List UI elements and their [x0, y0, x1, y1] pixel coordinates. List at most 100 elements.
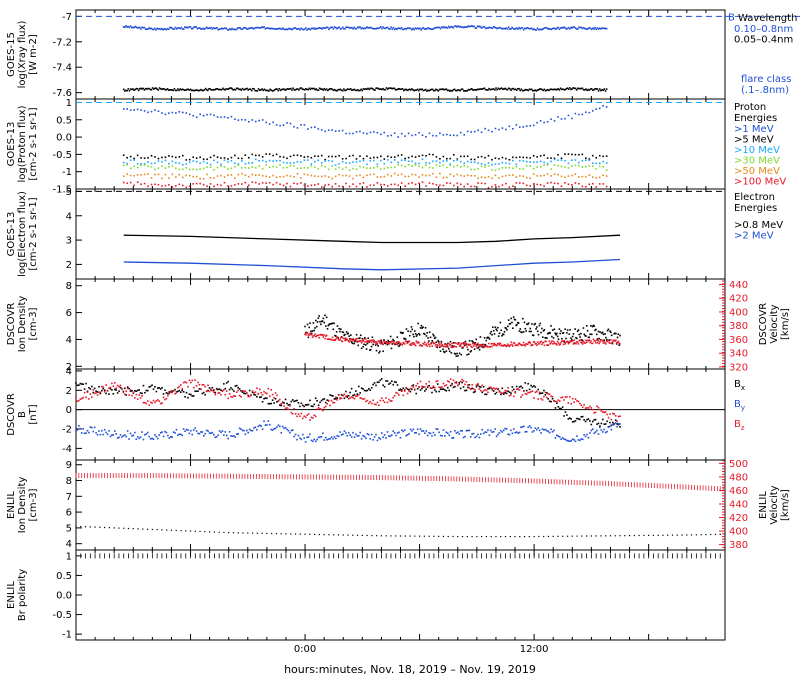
data-point	[349, 391, 351, 394]
data-point	[234, 395, 237, 397]
data-point	[304, 416, 307, 419]
data-point	[154, 386, 156, 388]
data-point	[522, 28, 525, 31]
data-point	[432, 153, 434, 156]
data-point	[507, 87, 510, 90]
data-point	[484, 127, 486, 130]
data-point	[325, 88, 328, 90]
data-point	[286, 166, 288, 169]
data-point	[373, 173, 375, 176]
data-point	[411, 328, 414, 331]
data-point	[330, 338, 333, 341]
data-point	[582, 88, 585, 91]
data-point	[552, 340, 555, 343]
data-point	[561, 436, 564, 439]
data-point	[477, 25, 480, 28]
data-point	[431, 391, 433, 394]
data-point	[449, 343, 452, 346]
data-point	[352, 167, 354, 170]
data-point	[491, 431, 494, 433]
data-point	[263, 88, 266, 91]
data-point	[291, 28, 293, 31]
data-point	[508, 174, 511, 176]
y-axis-label: log(Proton flux)	[17, 105, 28, 182]
data-point	[356, 393, 359, 395]
data-point	[202, 183, 205, 186]
data-point	[404, 175, 406, 178]
data-point	[389, 28, 391, 30]
legend-entry: >50 MeV	[734, 166, 780, 177]
data-point	[352, 339, 355, 342]
data-point	[551, 329, 554, 331]
data-point	[494, 157, 497, 159]
data-point	[212, 389, 215, 391]
data-point	[416, 333, 419, 336]
data-point	[367, 337, 370, 340]
data-point	[530, 27, 533, 30]
data-point	[178, 385, 181, 388]
data-point	[278, 88, 281, 90]
data-point	[550, 395, 552, 398]
data-point	[195, 116, 198, 119]
data-point	[414, 27, 417, 29]
data-point	[596, 27, 599, 29]
data-point	[111, 382, 113, 385]
data-point	[221, 430, 224, 432]
data-point	[554, 342, 556, 345]
data-point	[590, 423, 593, 426]
data-point	[568, 87, 571, 89]
data-point	[213, 185, 215, 188]
data-point	[592, 324, 595, 327]
data-point	[357, 344, 360, 347]
data-point	[345, 395, 347, 398]
data-point	[520, 385, 522, 388]
data-point	[458, 89, 460, 92]
data-point	[602, 27, 604, 30]
data-point	[224, 27, 226, 29]
data-point	[454, 89, 457, 92]
data-point	[494, 428, 496, 430]
data-point	[510, 28, 512, 30]
data-point	[499, 27, 502, 29]
data-point	[573, 401, 575, 403]
data-point	[310, 439, 313, 442]
data-point	[423, 332, 425, 335]
data-point	[389, 342, 391, 344]
data-point	[148, 404, 151, 406]
data-point	[187, 88, 190, 91]
data-point	[224, 89, 226, 91]
data-point	[108, 430, 110, 432]
data-point	[171, 27, 173, 30]
data-point	[539, 120, 542, 122]
data-point	[480, 176, 483, 178]
data-point	[141, 88, 143, 90]
data-point	[568, 417, 571, 419]
data-point	[126, 89, 128, 92]
y-tick-label: -2	[62, 425, 72, 436]
data-point	[362, 388, 364, 390]
data-point	[470, 185, 472, 188]
data-point	[317, 128, 320, 130]
data-point	[247, 431, 250, 434]
data-point	[129, 174, 132, 177]
data-point	[197, 27, 200, 29]
data-point	[253, 88, 255, 90]
data-point	[484, 345, 487, 348]
y2-tick-label: 500	[729, 459, 748, 470]
data-point	[598, 183, 601, 185]
data-point	[543, 185, 545, 187]
data-point	[220, 116, 222, 119]
data-point	[421, 154, 424, 157]
data-point	[431, 345, 434, 347]
y-axis-label: ENLIL	[6, 581, 17, 609]
data-point	[106, 389, 109, 392]
data-point	[540, 28, 542, 31]
data-point	[566, 332, 568, 334]
data-point	[243, 392, 245, 395]
data-point	[346, 26, 349, 29]
data-point	[518, 330, 521, 332]
data-point	[456, 26, 458, 28]
data-point	[390, 183, 393, 186]
data-point	[415, 392, 417, 395]
data-point	[293, 88, 296, 91]
